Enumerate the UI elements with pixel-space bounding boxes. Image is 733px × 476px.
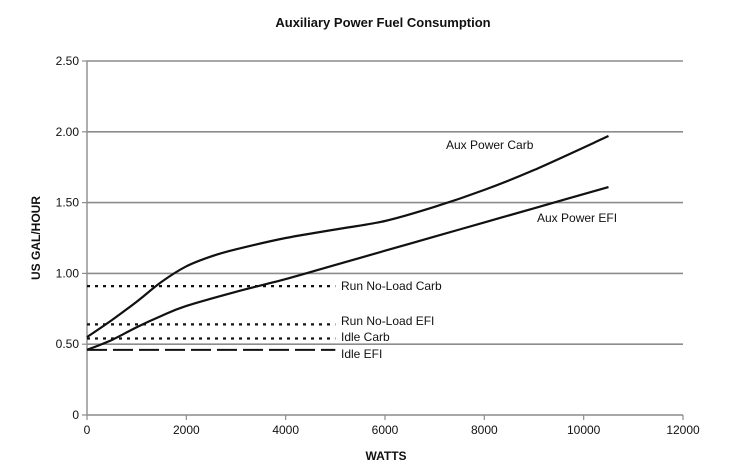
annotation-run-no-load-efi: Run No-Load EFI [341, 314, 434, 328]
y-tick-labels: 0 0.50 1.00 1.50 2.00 2.50 [56, 54, 80, 422]
x-tick-label: 12000 [666, 423, 700, 437]
y-tick-label: 0 [72, 408, 79, 422]
gridlines [87, 60, 683, 346]
x-tick-label: 2000 [173, 423, 200, 437]
annotation-idle-efi: Idle EFI [341, 347, 382, 361]
y-tick-label: 0.50 [56, 337, 80, 351]
x-tick-labels: 0 2000 4000 6000 8000 10000 12000 [84, 423, 700, 437]
y-tick-label: 2.00 [56, 125, 80, 139]
annotation-idle-carb: Idle Carb [341, 330, 390, 344]
axes [82, 60, 684, 420]
series-line-aux-power-efi [86, 185, 609, 351]
series-line-aux-power-carb [86, 135, 609, 339]
y-tick-label: 1.00 [56, 266, 80, 280]
x-tick-label: 8000 [471, 423, 498, 437]
y-tick-label: 2.50 [56, 54, 80, 68]
chart-title: Auxiliary Power Fuel Consumption [275, 15, 490, 30]
y-axis-label: US GAL/HOUR [29, 196, 43, 280]
series-annotations: Aux Power Carb Aux Power EFI Run No-Load C… [341, 138, 617, 361]
annotation-aux-power-carb: Aux Power Carb [446, 138, 534, 152]
x-tick-label: 0 [84, 423, 91, 437]
series-lines [86, 135, 609, 351]
x-tick-label: 6000 [372, 423, 399, 437]
y-tick-label: 1.50 [56, 196, 80, 210]
annotation-aux-power-efi: Aux Power EFI [537, 211, 617, 225]
x-tick-label: 4000 [272, 423, 299, 437]
x-tick-label: 10000 [567, 423, 601, 437]
annotation-run-no-load-carb: Run No-Load Carb [341, 279, 442, 293]
x-axis-label: WATTS [365, 449, 406, 463]
